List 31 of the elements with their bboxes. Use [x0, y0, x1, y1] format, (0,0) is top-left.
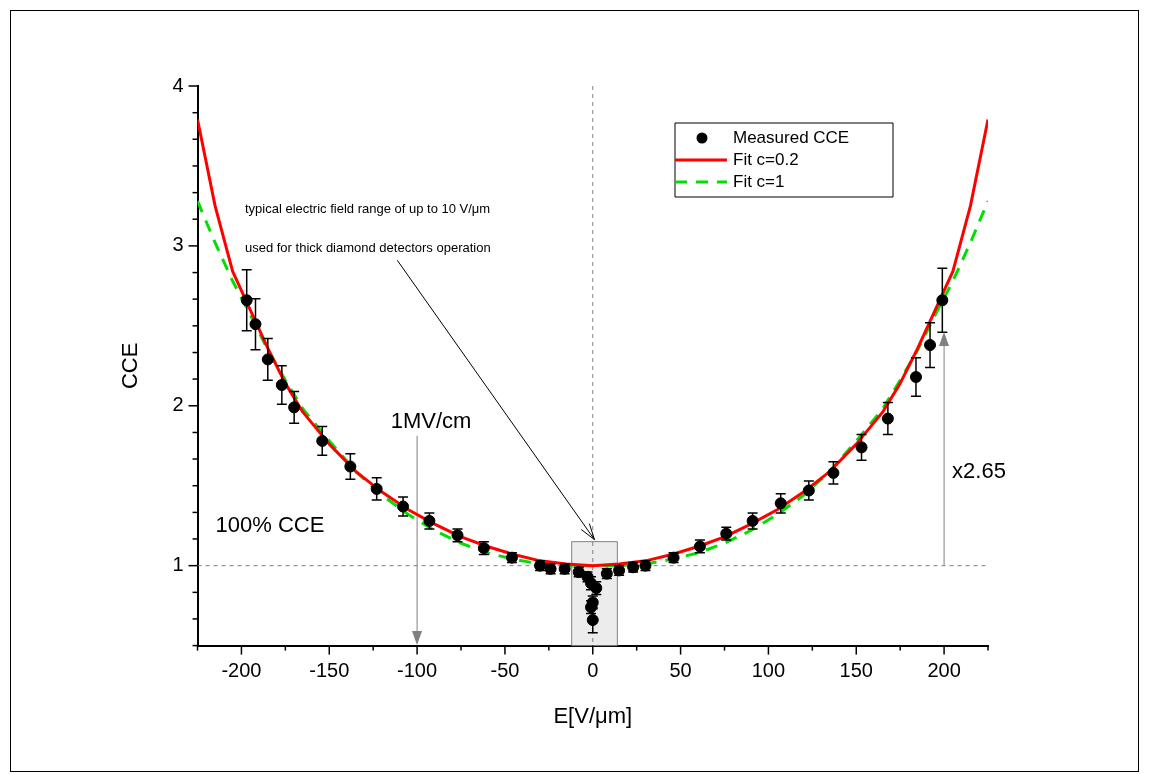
- point: [774, 497, 787, 510]
- y-tick-label: 4: [172, 73, 184, 96]
- point: [344, 460, 357, 473]
- ref-line-label: x2.65: [952, 458, 1006, 484]
- x-tick-label: -150: [309, 659, 350, 682]
- x-tick-label: 150: [839, 659, 873, 682]
- x-axis-title: E[V/μm]: [553, 702, 633, 728]
- x-tick-label: -100: [397, 659, 438, 682]
- legend-label: Fit c=1: [733, 171, 785, 191]
- y-tick-label: 1: [172, 553, 184, 576]
- point: [936, 294, 949, 307]
- point: [249, 318, 262, 331]
- ref-line-label: 100% CCE: [215, 511, 325, 537]
- y-tick-label: 2: [172, 393, 184, 416]
- x-tick-label: -50: [490, 659, 520, 682]
- x-tick-label: 100: [751, 659, 786, 682]
- point: [370, 482, 383, 495]
- x-tick-label: 50: [669, 659, 692, 682]
- legend-label: Fit c=0.2: [733, 149, 799, 169]
- point: [240, 294, 253, 307]
- annotation: used for thick diamond detectors operation: [244, 239, 491, 255]
- point: [827, 466, 840, 479]
- y-tick-label: 3: [172, 233, 184, 256]
- x-tick-label: -200: [221, 659, 262, 682]
- y-axis-title: CCE: [117, 342, 143, 390]
- x-tick-label: 200: [927, 659, 961, 682]
- legend-label: Measured CCE: [733, 127, 850, 147]
- annotation: typical electric field range of up to 10 V/μm: [244, 200, 491, 216]
- ref-line-label: 1MV/cm: [390, 407, 472, 433]
- point: [855, 441, 868, 454]
- x-tick-label: 0: [587, 659, 599, 682]
